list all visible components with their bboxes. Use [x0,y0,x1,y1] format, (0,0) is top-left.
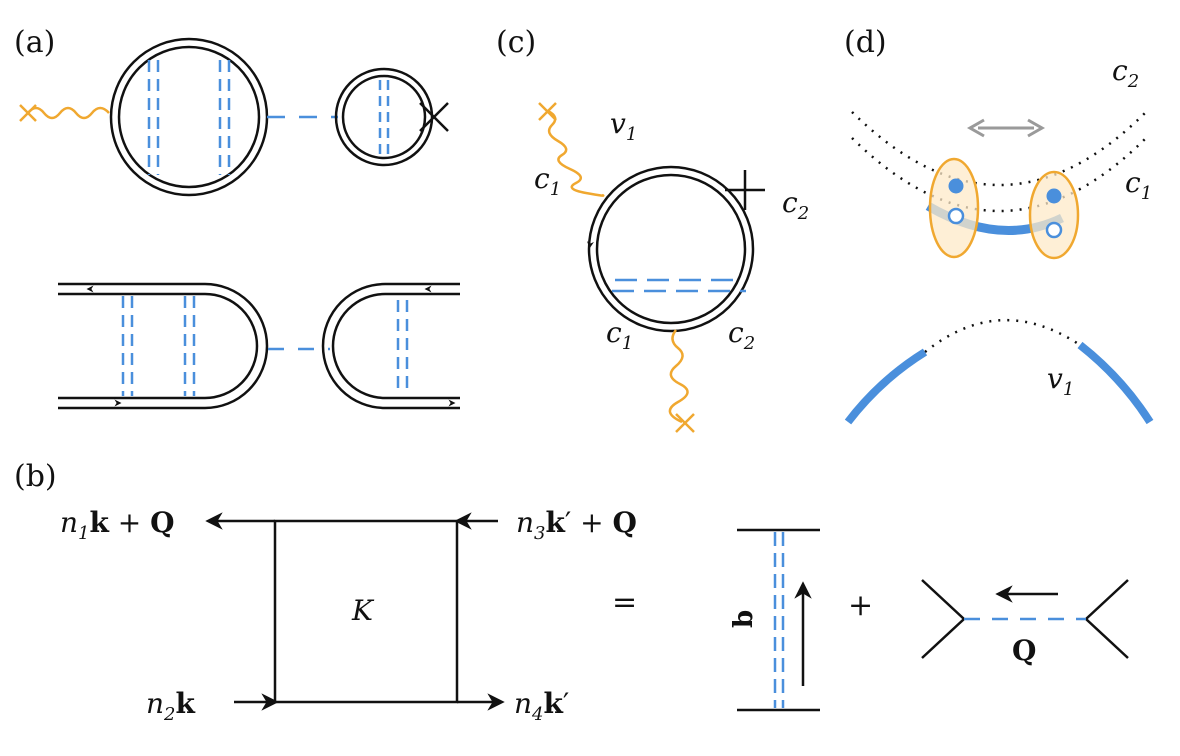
panel-b-label: (b) [14,459,57,494]
panel-d-label: (d) [844,25,887,60]
panel-b: (b) K n1k + Q n3k′ + Q n2k n4k′ = b + [14,459,1129,725]
label-top-right: n3k′ + Q [516,506,637,544]
panel-a: (a) [14,25,460,410]
exchange-term: b [729,528,820,712]
panel-a-label: (a) [14,25,55,60]
valence-band-dotted [924,319,1081,353]
momentum-label-Q: Q [1012,634,1036,667]
open-ladder-left [58,282,269,410]
label-c1-top: c1 [534,162,561,200]
panel-c-label: (c) [496,25,536,60]
label-bottom-left: n2k [146,687,196,725]
double-loop-c [587,165,755,333]
exciton-right [1028,170,1080,260]
label-top-left: n1k + Q [60,506,175,544]
equals-sign: = [612,585,637,620]
photon-bottom-c [668,329,695,433]
exciton-left [928,157,980,259]
kernel-box [273,519,459,704]
label-c2-d: c2 [1112,54,1139,92]
ladder-rungs-open-right [396,300,409,392]
vertex-cross-c [725,170,765,210]
momentum-shift-arrow [966,118,1046,138]
plus-sign: + [848,588,873,623]
direct-term: Q [921,579,1129,667]
panel-c: (c) v1 c1 c2 c1 [496,25,809,433]
label-c2-bottom: c2 [728,316,755,354]
ladder-rungs-open-left [121,296,196,396]
panel-d: (d) c2 c1 v1 [844,25,1154,425]
label-c2-right: c2 [782,186,809,224]
label-v1-c: v1 [610,107,637,145]
label-c1-d: c1 [1125,166,1152,204]
photon-top-c [538,102,605,197]
label-bottom-right: n4k′ [514,687,569,725]
open-ladder-right [321,282,460,410]
small-double-loop [334,67,434,167]
large-double-loop [109,37,269,197]
ladder-rungs-small [378,80,390,155]
kernel-label: K [351,594,375,627]
interaction-rungs-c [612,278,746,293]
label-c1-bottom: c1 [606,316,633,354]
exchange-label-b: b [729,610,759,628]
ladder-rungs-a [147,60,231,175]
label-v1-d: v1 [1047,362,1074,400]
photon-line-a [19,104,110,122]
valence-band-right [1077,341,1154,425]
valence-band-left [844,348,928,425]
vertex-cross-a [419,102,449,132]
